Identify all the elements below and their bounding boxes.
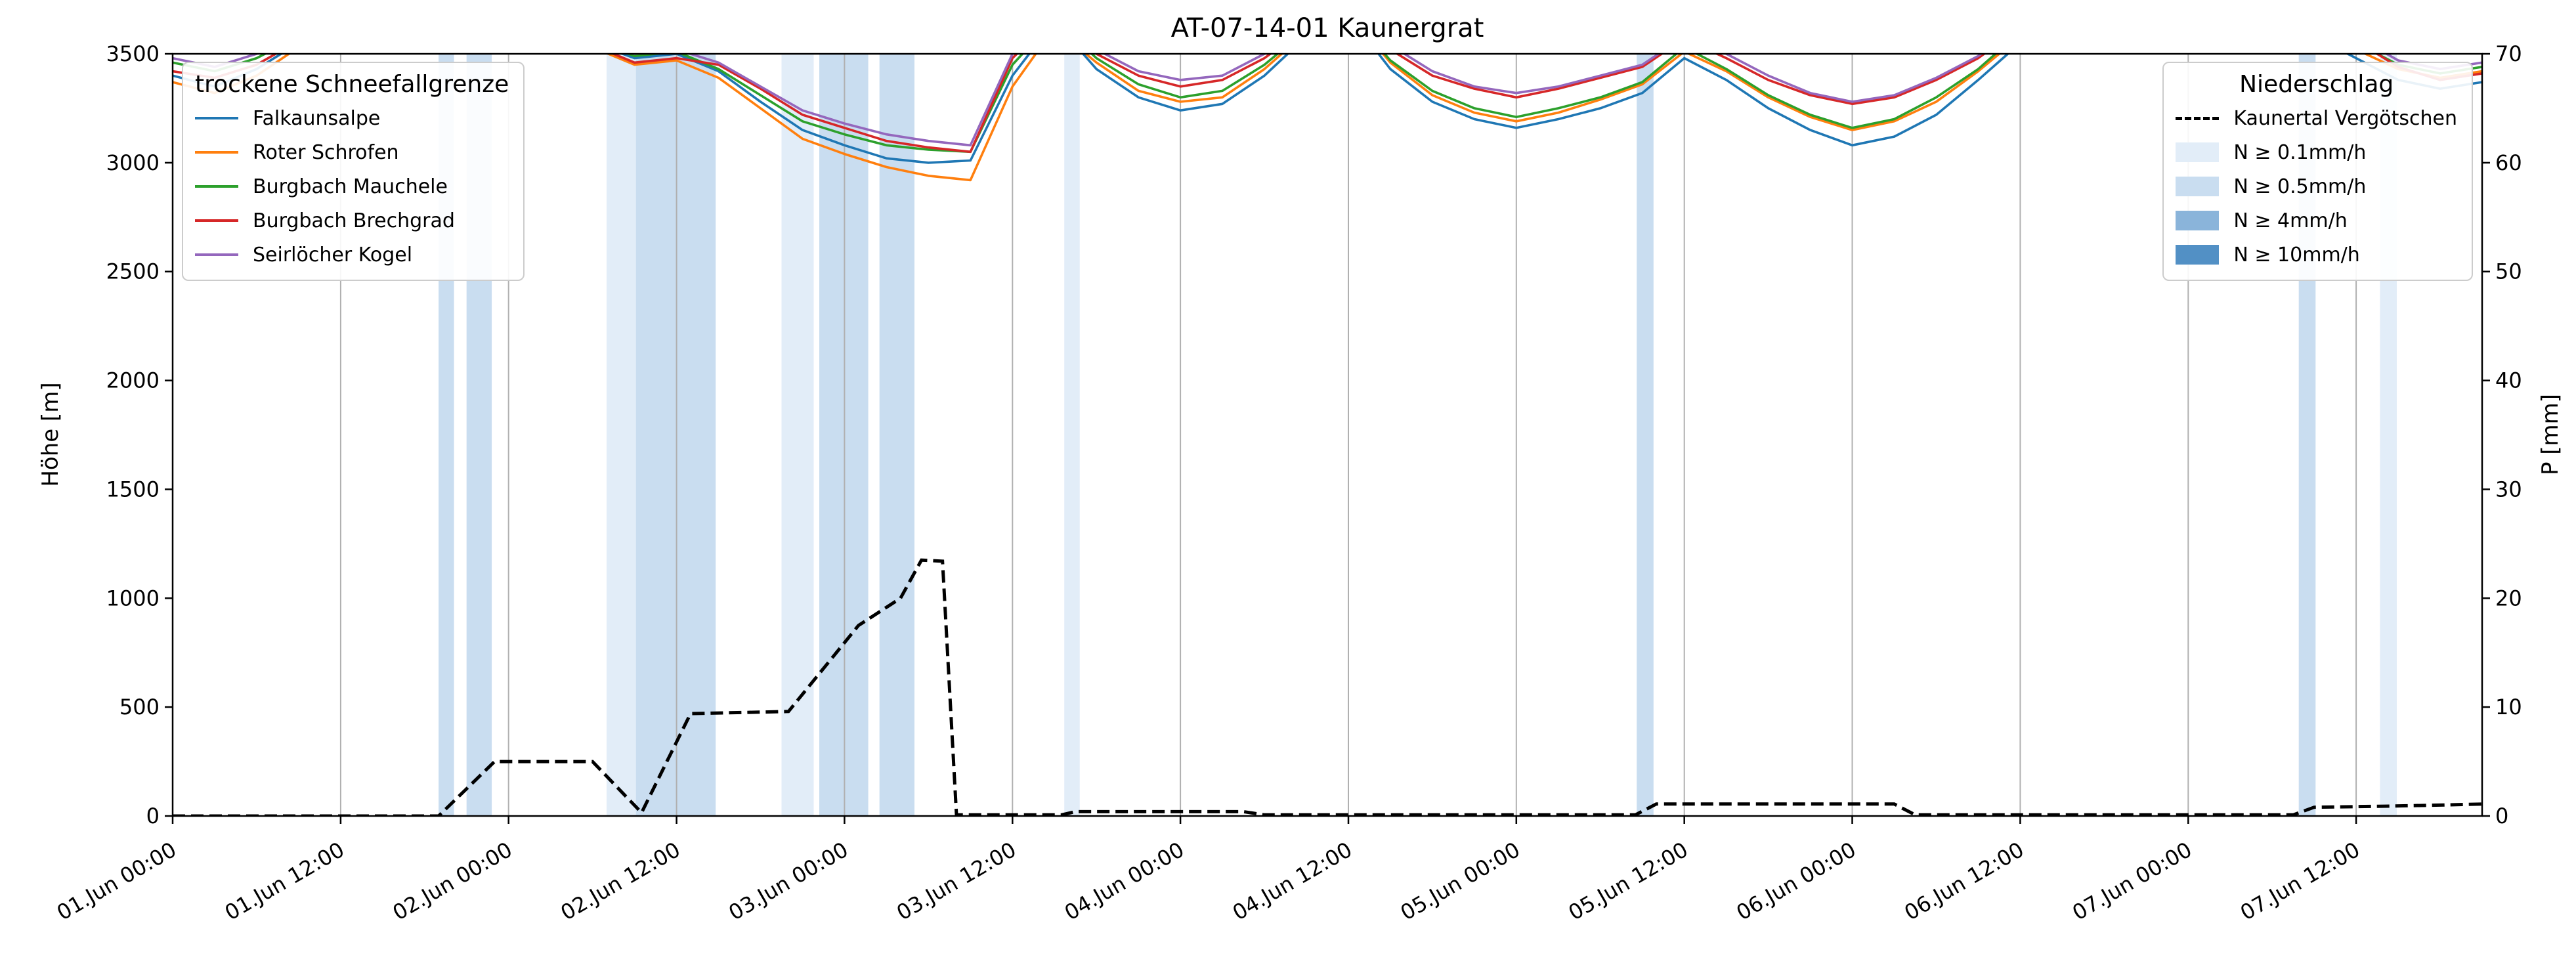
legend-snowline: trockene Schneefallgrenze Falkaunsalpe Ro… — [182, 62, 525, 281]
x-tick-label: 03.Jun 00:00 — [724, 837, 852, 926]
legend-item-burgbach-mauchele: Burgbach Mauchele — [195, 169, 509, 204]
y-right-tick-label: 20 — [2495, 586, 2522, 611]
y-right-tick-label: 10 — [2495, 695, 2522, 719]
line-swatch — [195, 253, 238, 256]
legend-precip-title: Niederschlag — [2239, 71, 2394, 98]
line-swatch — [195, 151, 238, 154]
legend-snowline-items: Falkaunsalpe Roter Schrofen Burgbach Mauch… — [195, 101, 509, 272]
y-left-tick-label: 1500 — [106, 477, 160, 502]
y-right-tick-label: 50 — [2495, 259, 2522, 284]
legend-precip-items: Kaunertal Vergötschen N ≥ 0.1mm/h N ≥ 0.5m… — [2176, 101, 2457, 272]
y-right-tick-label: 30 — [2495, 477, 2522, 502]
y-right-tick-label: 70 — [2495, 41, 2522, 66]
legend-item-burgbach-brechgrad: Burgbach Brechgrad — [195, 204, 509, 238]
y-left-tick-label: 3500 — [106, 41, 160, 66]
x-tick-label: 05.Jun 12:00 — [1564, 837, 1692, 926]
y-left-tick-label: 0 — [146, 804, 160, 828]
x-tick-label: 01.Jun 12:00 — [221, 837, 349, 926]
legend-item-n-ge-4: N ≥ 4mm/h — [2176, 204, 2457, 238]
legend-snowline-title: trockene Schneefallgrenze — [195, 71, 509, 98]
precip-band-ge-0.1 — [607, 54, 636, 816]
x-tick-label: 07.Jun 00:00 — [2068, 837, 2196, 926]
line-swatch — [195, 117, 238, 119]
y-right-tick-label: 60 — [2495, 150, 2522, 175]
legend-item-falkaunsalpe: Falkaunsalpe — [195, 101, 509, 135]
legend-item-seirl-cher-kogel: Seirlöcher Kogel — [195, 238, 509, 272]
y-right-tick-label: 40 — [2495, 368, 2522, 393]
legend-item-roter-schrofen: Roter Schrofen — [195, 135, 509, 169]
y-left-tick-label: 2000 — [106, 368, 160, 393]
x-tick-label: 02.Jun 00:00 — [389, 837, 517, 926]
x-tick-label: 02.Jun 12:00 — [557, 837, 685, 926]
patch-swatch — [2176, 245, 2220, 265]
y-left-tick-label: 3000 — [106, 150, 160, 175]
y-left-tick-label: 1000 — [106, 586, 160, 611]
patch-swatch — [2176, 211, 2220, 230]
dashed-line-swatch — [2176, 116, 2220, 120]
precip-band-ge-0.5 — [879, 54, 914, 816]
precip-line-kaunertal-verg-tschen — [173, 558, 2482, 816]
legend-item-n-ge-0.1: N ≥ 0.1mm/h — [2176, 135, 2457, 169]
line-swatch — [195, 219, 238, 222]
x-tick-label: 07.Jun 12:00 — [2236, 837, 2364, 926]
patch-swatch — [2176, 177, 2220, 196]
precip-band-ge-0.1 — [781, 54, 814, 816]
plot-border — [171, 53, 2483, 817]
x-tick-label: 06.Jun 00:00 — [1732, 837, 1860, 926]
legend-item-n-ge-10: N ≥ 10mm/h — [2176, 238, 2457, 272]
y-right-axis-label: P [mm] — [2537, 394, 2564, 475]
y-left-tick-label: 500 — [119, 695, 160, 719]
x-tick-label: 04.Jun 12:00 — [1228, 837, 1356, 926]
x-tick-label: 04.Jun 00:00 — [1060, 837, 1188, 926]
x-tick-label: 05.Jun 00:00 — [1396, 837, 1524, 926]
legend-precip: Niederschlag Kaunertal Vergötschen N ≥ 0.… — [2162, 62, 2473, 281]
y-right-tick-label: 0 — [2495, 804, 2508, 828]
legend-item-n-ge-0.5: N ≥ 0.5mm/h — [2176, 169, 2457, 204]
x-tick-label: 03.Jun 12:00 — [892, 837, 1020, 926]
x-tick-label: 01.Jun 00:00 — [53, 837, 181, 926]
line-swatch — [195, 185, 238, 188]
y-left-axis-label: Höhe [m] — [37, 382, 64, 486]
y-left-tick-label: 2500 — [106, 259, 160, 284]
legend-item-kaunertal-verg-tschen: Kaunertal Vergötschen — [2176, 101, 2457, 135]
chart-title: AT-07-14-01 Kaunergrat — [1171, 13, 1484, 43]
precip-band-ge-0.5 — [1637, 54, 1654, 816]
x-tick-label: 06.Jun 12:00 — [1900, 837, 2028, 926]
precip-band-ge-0.5 — [819, 54, 869, 816]
precip-band-ge-0.5 — [635, 54, 716, 816]
patch-swatch — [2176, 142, 2220, 162]
precip-band-ge-0.1 — [1064, 54, 1080, 816]
